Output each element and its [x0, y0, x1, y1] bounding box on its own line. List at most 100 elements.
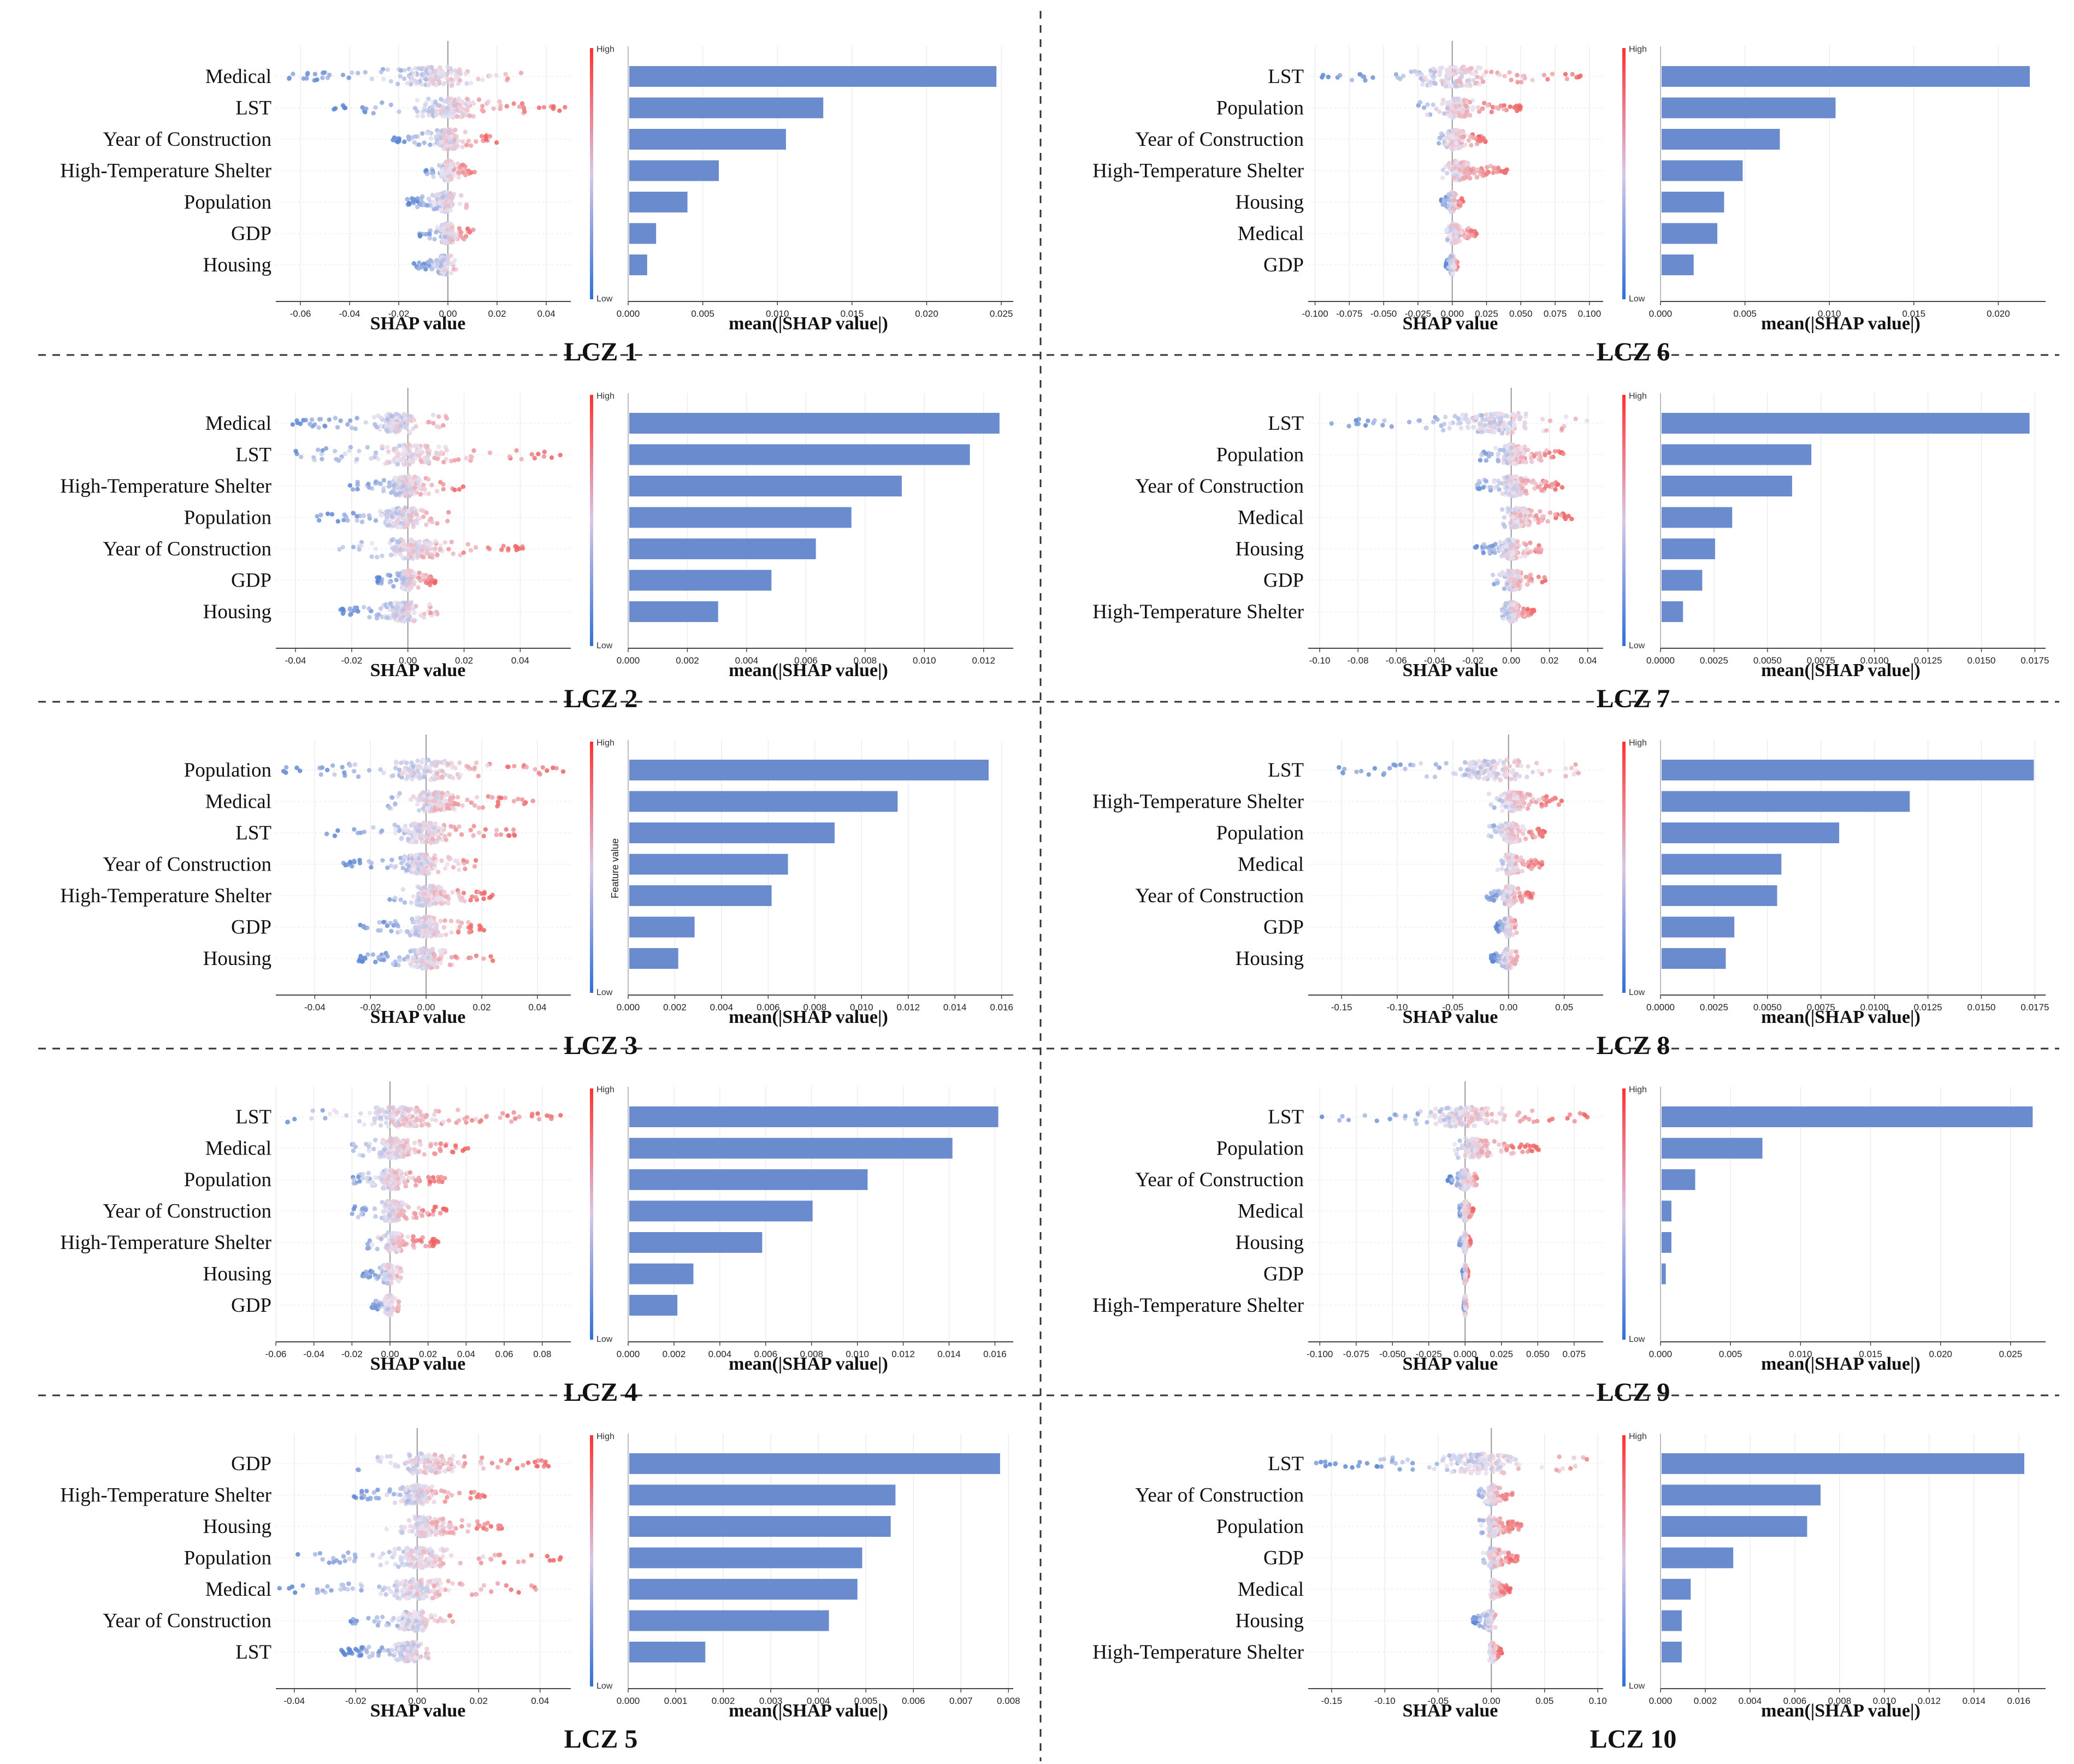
shap-dot [312, 72, 317, 76]
shap-dot [363, 420, 368, 425]
shap-dot [362, 1122, 367, 1127]
shap-dot [408, 569, 413, 574]
shap-dot [488, 954, 493, 959]
shap-dot [498, 832, 504, 837]
colorbar [590, 742, 593, 993]
shap-dot [408, 454, 413, 459]
shap-dot [419, 76, 424, 81]
shap-dot [487, 450, 493, 455]
shap-dot [463, 866, 468, 872]
shap-dot [352, 762, 358, 767]
shap-dot [376, 955, 381, 960]
shap-dot [427, 68, 432, 73]
shap-dot [456, 930, 461, 935]
shap-dot [389, 928, 394, 934]
shap-dot [290, 422, 295, 427]
shap-dot [350, 1211, 354, 1216]
shap-dot [347, 483, 353, 488]
shap-dot [529, 452, 534, 457]
shap-dot [315, 77, 320, 82]
shap-dot [444, 1208, 449, 1213]
bar-population [629, 192, 688, 212]
shap-dot [418, 197, 424, 202]
shap-dot [417, 260, 422, 265]
shap-dot [422, 491, 427, 496]
shap-dot [511, 798, 517, 804]
shap-dot [385, 417, 390, 422]
shap-dot [405, 1138, 410, 1143]
shap-dot [398, 1122, 403, 1127]
shap-dot [304, 76, 309, 81]
shap-dot [406, 1114, 411, 1120]
shap-dot [458, 234, 463, 239]
shap-dot [396, 1241, 401, 1246]
shap-dot [350, 864, 354, 869]
shap-dot [397, 791, 402, 796]
shap-dot [370, 1122, 375, 1127]
shap-dot [413, 519, 418, 525]
shap-dot [398, 423, 404, 428]
shap-row-year-of-construction [391, 127, 499, 152]
shap-dot [415, 915, 419, 920]
shap-dot [407, 1170, 413, 1175]
shap-dot [373, 546, 379, 552]
shap-dot [442, 948, 447, 953]
shap-dot [379, 513, 383, 518]
shap-dot [563, 105, 568, 110]
shap-dot [411, 261, 416, 266]
shap-dot [542, 449, 547, 454]
shap-dot [430, 1175, 436, 1180]
shap-dot [422, 854, 427, 859]
shap-dot [400, 572, 405, 577]
shap-dot [393, 864, 398, 869]
shap-row-housing [360, 1262, 404, 1286]
shap-dot [445, 207, 450, 212]
shap-dot [386, 1124, 391, 1129]
shap-dot [413, 1178, 418, 1183]
bar-year-of-construction [629, 538, 816, 559]
shap-dot [499, 796, 504, 801]
shap-dot [363, 956, 368, 961]
shap-dot [397, 139, 401, 144]
shap-tick-label: 0.00 [439, 309, 457, 319]
shap-dot [412, 1122, 417, 1127]
shap-dot [388, 1138, 393, 1143]
shap-dot [405, 548, 411, 553]
shap-dot [406, 201, 411, 206]
shap-dot [333, 416, 338, 421]
shap-dot [401, 412, 407, 417]
shap-dot [504, 827, 509, 832]
shap-dot [449, 111, 454, 116]
shap-dot [432, 932, 436, 937]
shap-dot [453, 766, 458, 771]
shap-dot [405, 573, 410, 578]
shap-dot [503, 795, 508, 800]
shap-dot [392, 822, 397, 827]
shap-dot [558, 453, 563, 458]
shap-dot [517, 1114, 522, 1120]
shap-dot [403, 1182, 408, 1187]
shap-dot [433, 546, 438, 551]
shap-dot [442, 225, 447, 230]
shap-dot [446, 761, 451, 766]
shap-dot [404, 867, 409, 873]
shap-dot [426, 477, 431, 482]
shap-dot [435, 771, 440, 776]
shap-dot [457, 760, 462, 766]
bar-tick-label: 0.012 [972, 655, 995, 666]
shap-dot [461, 550, 466, 555]
shap-dot [476, 773, 481, 779]
shap-dot [406, 1175, 411, 1180]
shap-dot [385, 510, 391, 514]
shap-dot [292, 1117, 297, 1122]
shap-dot [415, 204, 420, 210]
shap-dot [345, 422, 350, 427]
shap-dot [423, 232, 428, 237]
shap-dot [442, 918, 447, 923]
shap-dot [423, 77, 428, 82]
shap-dot [439, 97, 444, 102]
shap-dot [397, 958, 402, 963]
shap-dot [533, 767, 537, 772]
shap-dot [431, 421, 436, 426]
shap-dot [468, 80, 474, 86]
